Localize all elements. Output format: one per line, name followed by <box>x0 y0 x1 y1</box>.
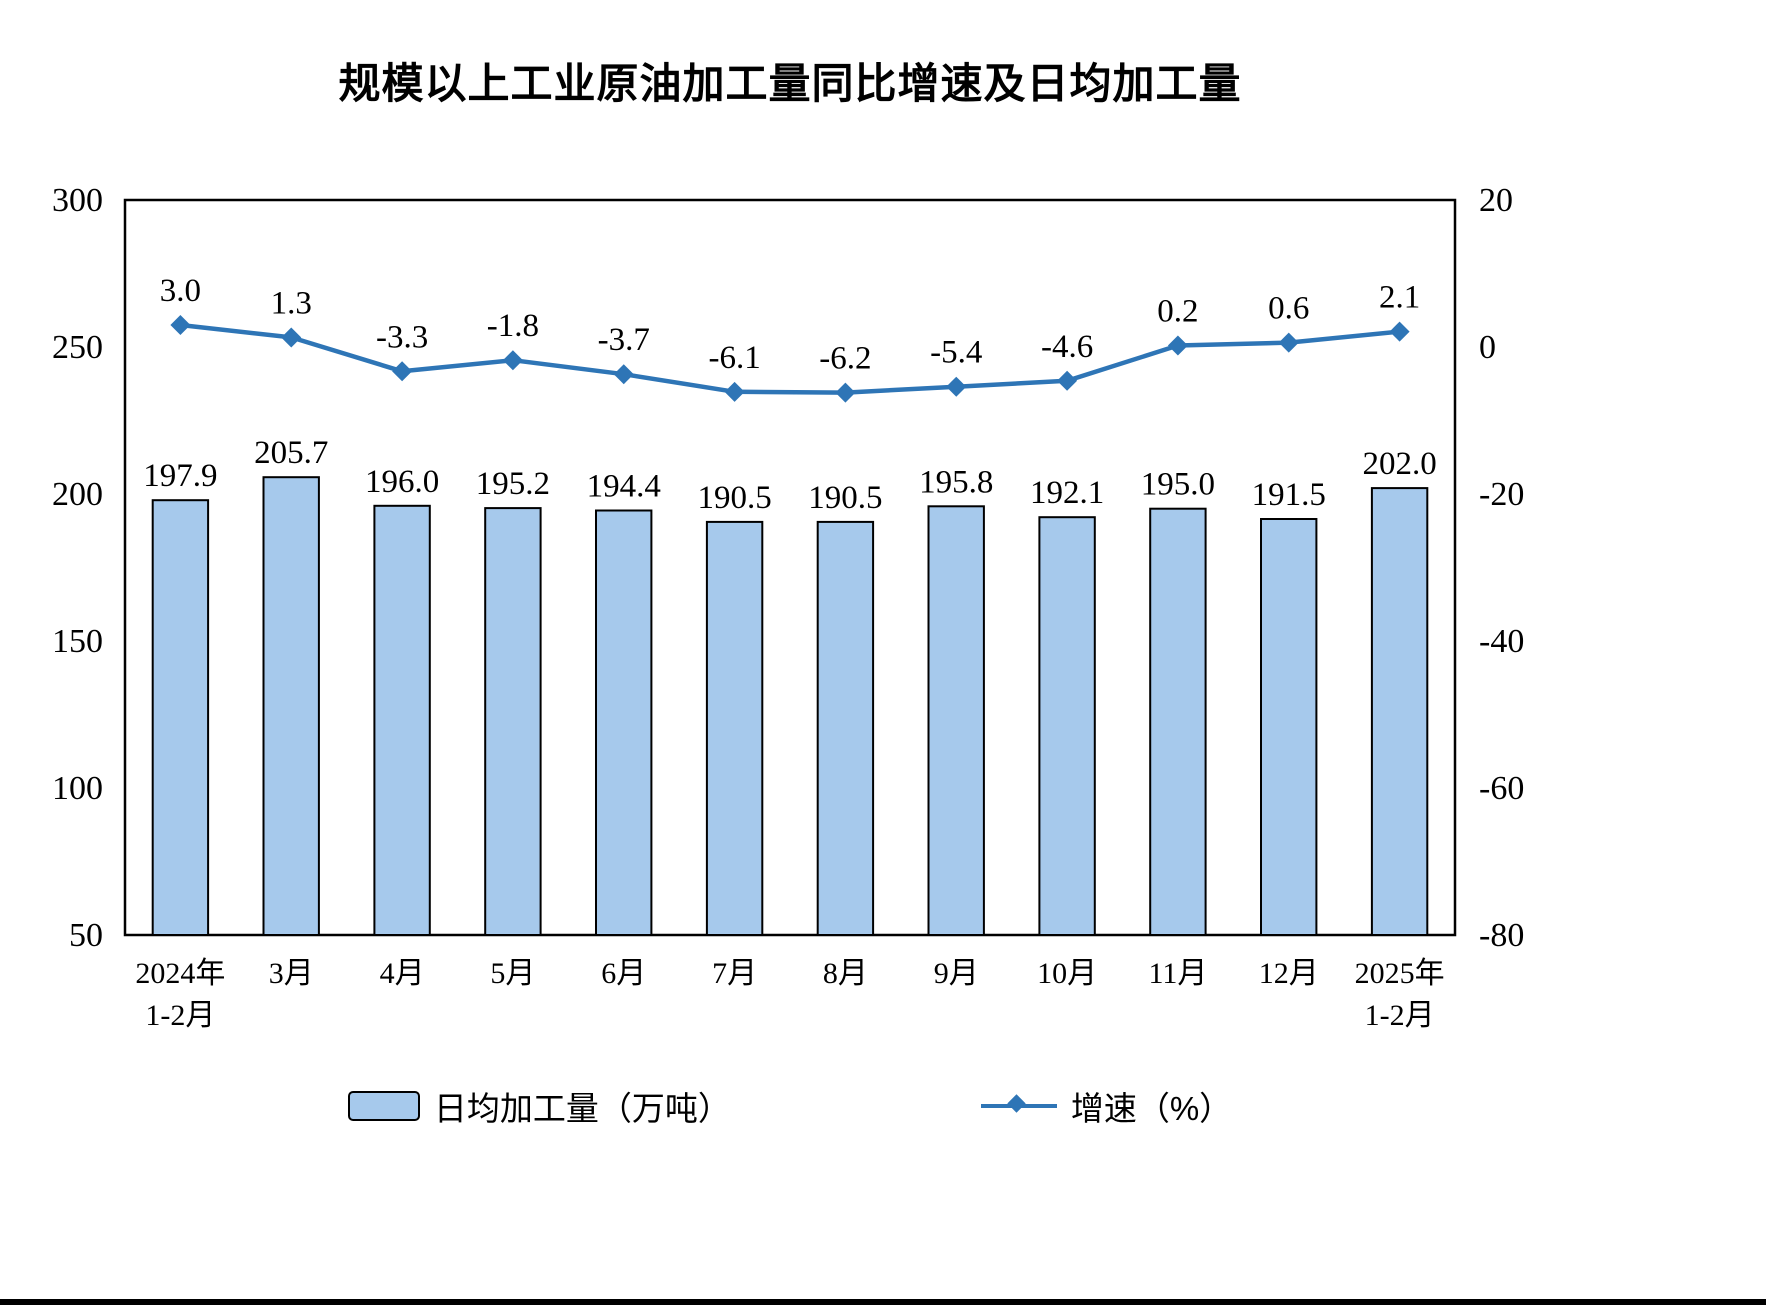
line-value-label: -6.2 <box>819 341 871 377</box>
bottom-divider <box>0 1299 1766 1305</box>
line-legend-icon <box>980 1094 1057 1116</box>
right-axis-tick: -40 <box>1479 623 1524 660</box>
line-value-label: 0.2 <box>1157 294 1198 330</box>
line-value-label: -1.8 <box>487 308 539 344</box>
bar-value-label: 195.2 <box>476 466 550 502</box>
line-marker-icon <box>835 382 856 403</box>
x-axis-label: 8月 <box>823 957 868 990</box>
line-value-label: -3.3 <box>376 319 428 355</box>
chart-legend: 日均加工量（万吨） 增速（%） <box>125 1082 1455 1130</box>
bar <box>1149 507 1207 936</box>
bar-value-label: 196.0 <box>365 464 439 500</box>
right-axis-tick: -20 <box>1479 476 1524 513</box>
bar-value-label: 202.0 <box>1362 446 1436 482</box>
bar-value-label: 205.7 <box>254 435 328 471</box>
bar-value-label: 197.9 <box>143 458 217 494</box>
bar <box>816 520 875 937</box>
line-marker-icon <box>502 350 523 371</box>
line-marker-icon <box>170 314 191 335</box>
x-axis-label: 10月 <box>1037 957 1097 990</box>
left-axis-tick: 50 <box>69 917 103 954</box>
bar <box>262 476 320 936</box>
bar-value-label: 195.8 <box>919 464 993 500</box>
bar-value-label: 190.5 <box>808 480 882 516</box>
x-axis-label: 2024年 <box>135 957 225 990</box>
bar-value-label: 192.1 <box>1030 475 1104 511</box>
left-axis-tick: 300 <box>52 182 103 219</box>
line-marker-icon <box>1167 335 1188 356</box>
line-marker-icon <box>281 327 302 348</box>
bar <box>151 499 210 936</box>
growth-line <box>180 322 1400 395</box>
x-axis-label: 5月 <box>490 957 535 990</box>
line-value-label: -5.4 <box>930 335 982 371</box>
x-axis-label: 2025年 <box>1355 957 1445 990</box>
line-value-label: 2.1 <box>1379 280 1420 316</box>
line-marker-icon <box>392 361 413 382</box>
line-marker-icon <box>724 381 745 402</box>
line-legend-label: 增速（%） <box>1070 1090 1233 1127</box>
line-value-label: -6.1 <box>708 340 760 376</box>
x-axis-label: 7月 <box>712 957 757 990</box>
bar <box>1038 516 1096 936</box>
chart-title: 规模以上工业原油加工量同比增速及日均加工量 <box>338 60 1242 107</box>
plot-border <box>123 198 1457 937</box>
line-value-label: -3.7 <box>598 322 650 358</box>
line-marker-icon <box>1278 332 1299 353</box>
legend-item-bar: 日均加工量（万吨） <box>347 1082 731 1130</box>
bar-value-label: 190.5 <box>697 480 771 516</box>
right-axis-tick: -80 <box>1479 917 1524 954</box>
x-axis-label: 11月 <box>1148 957 1207 990</box>
bar <box>927 505 985 936</box>
line-marker-icon <box>946 376 967 397</box>
right-axis-tick: 20 <box>1479 182 1513 219</box>
bar-legend-label: 日均加工量（万吨） <box>433 1090 731 1127</box>
bar <box>1370 487 1429 936</box>
left-axis-tick: 100 <box>52 770 103 807</box>
right-axis-tick: 0 <box>1479 329 1496 366</box>
left-axis-tick: 200 <box>52 476 103 513</box>
bar <box>1260 518 1318 936</box>
line-marker-icon <box>1389 321 1410 342</box>
bar <box>595 509 653 936</box>
bar <box>484 507 542 936</box>
bar-value-label: 195.0 <box>1141 467 1215 503</box>
right-axis-tick: -60 <box>1479 770 1524 807</box>
left-axis-tick: 250 <box>52 329 103 366</box>
line-value-label: 3.0 <box>160 273 201 309</box>
left-axis-tick: 150 <box>52 623 103 660</box>
x-axis-label: 12月 <box>1259 957 1319 990</box>
bar-legend-swatch-icon <box>347 1091 420 1121</box>
bar-value-label: 194.4 <box>587 469 661 505</box>
x-axis-label: 4月 <box>380 957 425 990</box>
line-value-label: 0.6 <box>1268 291 1309 327</box>
line-value-label: 1.3 <box>271 285 312 321</box>
x-axis-label: 6月 <box>601 957 646 990</box>
x-axis-label: 9月 <box>934 957 979 990</box>
x-axis-label: 3月 <box>269 957 314 990</box>
bar <box>373 504 431 936</box>
x-axis-label: 1-2月 <box>1365 999 1435 1032</box>
legend-item-line: 增速（%） <box>980 1082 1233 1130</box>
line-value-label: -4.6 <box>1041 329 1093 365</box>
bar-value-label: 191.5 <box>1252 477 1326 513</box>
bar <box>705 520 764 937</box>
x-axis-label: 1-2月 <box>145 999 215 1032</box>
line-marker-icon <box>613 364 634 385</box>
line-marker-icon <box>1057 370 1078 391</box>
